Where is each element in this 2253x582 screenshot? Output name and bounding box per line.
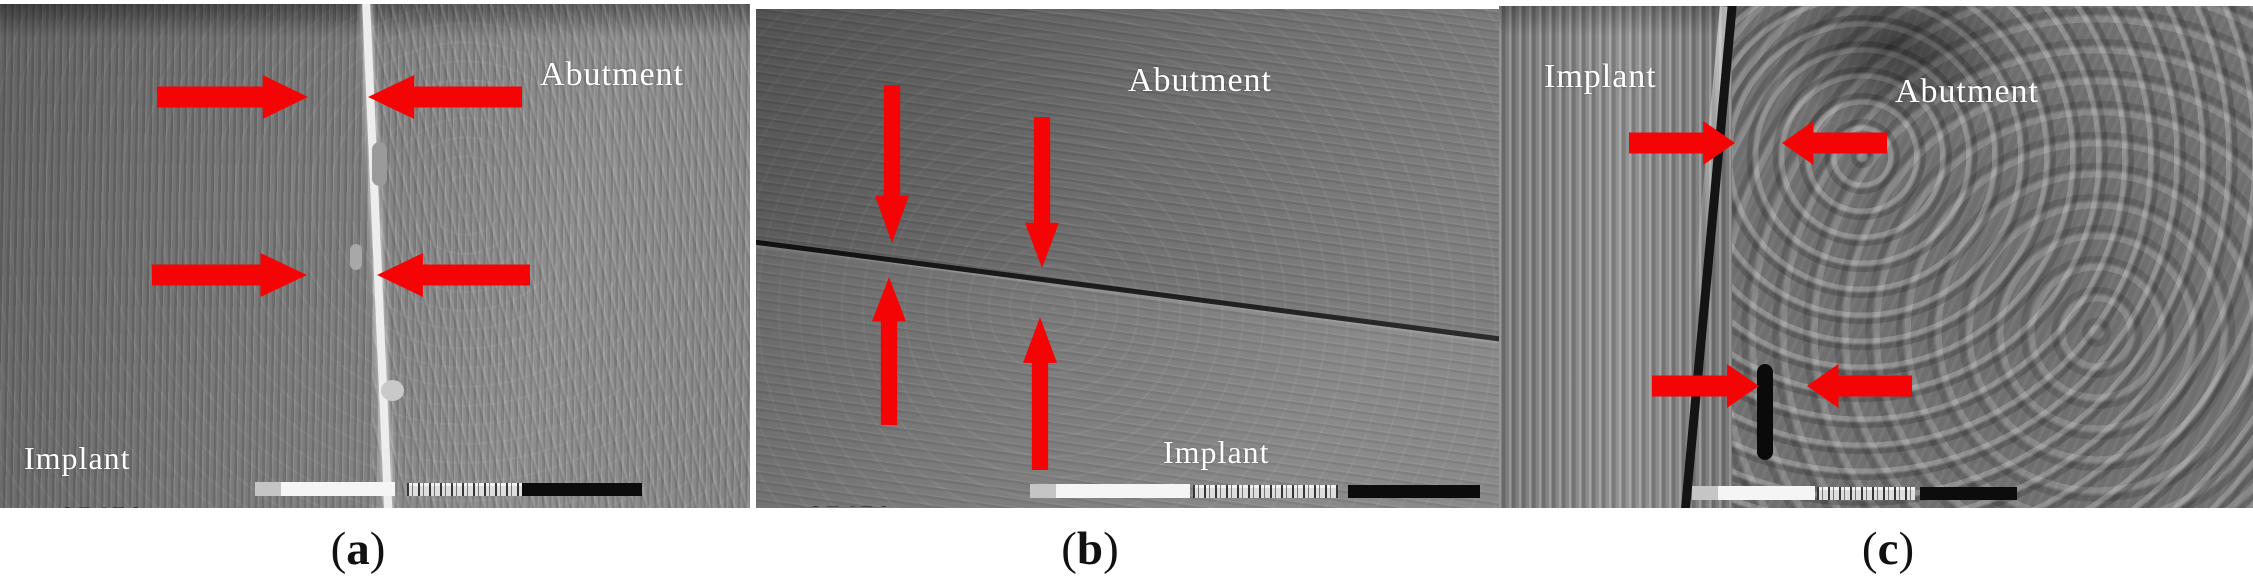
scale-bar-black-segment	[1920, 486, 2017, 500]
micrograph-panel-c: Implant Abutment	[1499, 6, 2253, 508]
arrow-down-icon	[875, 85, 909, 243]
implant-label: Implant	[24, 440, 131, 476]
debris-particle	[372, 142, 387, 186]
micrograph-panel-b: Abutment Implant 25450	[756, 9, 1499, 508]
implant-surface-region	[756, 242, 1499, 508]
scale-bar-speckled-segment	[1817, 486, 1915, 500]
abutment-label: Abutment	[1128, 62, 1272, 99]
scale-bar	[1030, 484, 1480, 498]
arrow-right-icon	[152, 253, 307, 297]
debris-particle	[350, 244, 362, 270]
scale-bar-black-segment	[1348, 484, 1480, 498]
arrow-right-icon	[157, 75, 308, 119]
caption-c: (c)	[1861, 523, 1915, 575]
abutment-label: Abutment	[1895, 73, 2039, 110]
abutment-label: Abutment	[540, 56, 684, 93]
scale-bar	[1692, 486, 2017, 500]
caption-b: (b)	[1061, 523, 1119, 575]
scale-bar-speckled-segment	[407, 482, 522, 496]
debris-particle	[381, 380, 404, 401]
implant-surface-texture	[1499, 6, 1732, 508]
scale-bar-white-segment	[1692, 486, 1815, 500]
scale-bar-white-segment	[1030, 484, 1190, 498]
arrow-down-icon	[1025, 117, 1059, 268]
abutment-surface-texture	[1732, 6, 2253, 508]
clipped-magnification-text: 25450	[808, 501, 918, 507]
micrograph-panel-a: Abutment Implant 25450	[0, 4, 750, 508]
implant-label: Implant	[1163, 434, 1270, 470]
implant-label: Implant	[1544, 58, 1657, 95]
scale-bar-white-segment	[255, 482, 395, 496]
seam-gap-detail	[1757, 364, 1773, 460]
scale-bar	[255, 482, 642, 496]
caption-a: (a)	[330, 523, 386, 575]
scale-bar-speckled-segment	[1193, 484, 1338, 498]
scale-bar-black-segment	[522, 482, 642, 496]
clipped-magnification-text: 25450	[60, 502, 170, 508]
